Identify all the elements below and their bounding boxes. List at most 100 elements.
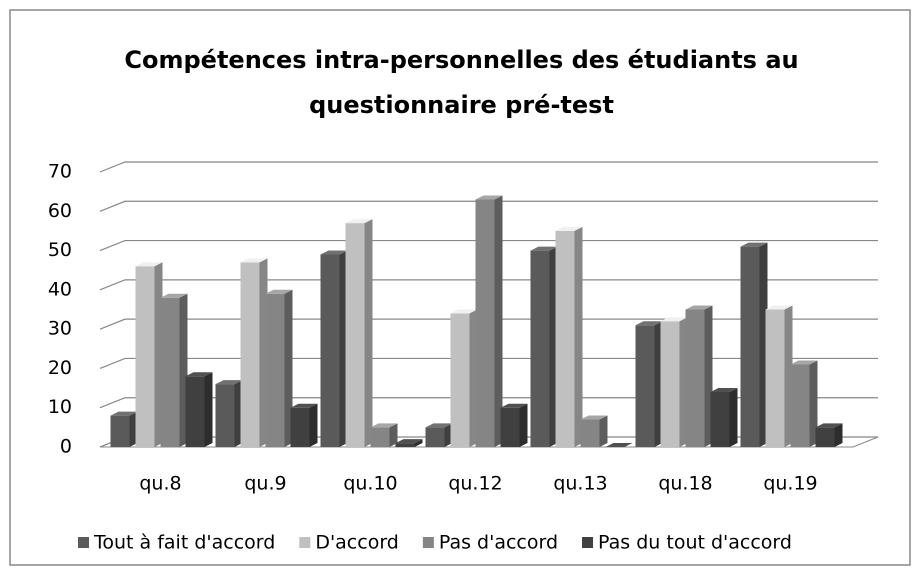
bar	[530, 246, 558, 447]
bar	[790, 360, 818, 447]
y-tick-label: 20	[48, 357, 72, 379]
legend-label: D'accord	[315, 532, 399, 554]
bar-face	[425, 423, 453, 428]
bar	[765, 305, 793, 447]
bar	[345, 219, 373, 447]
x-tick-label: qu.8	[139, 473, 181, 495]
y-tick-label: 40	[48, 278, 72, 300]
bar-face	[110, 415, 130, 447]
bar-face	[710, 392, 730, 447]
bar-face	[389, 423, 398, 447]
legend-label: Pas d'accord	[439, 532, 558, 554]
legend-label: Tout à fait d'accord	[93, 532, 275, 554]
y-tick-label: 60	[48, 200, 72, 222]
bar-face	[685, 309, 705, 447]
bar-face	[345, 223, 365, 447]
bar	[265, 289, 293, 447]
bar-face	[790, 364, 810, 447]
bar-face	[519, 403, 528, 447]
bar-face	[635, 321, 663, 326]
bar	[320, 250, 348, 447]
bar-face	[580, 415, 608, 420]
bar-face	[555, 226, 583, 231]
bar	[475, 195, 503, 447]
bar-face	[710, 388, 738, 392]
grid-line	[99, 200, 878, 212]
bar	[500, 403, 528, 447]
bar	[185, 372, 213, 447]
bar-face	[475, 195, 503, 200]
bar-face	[215, 380, 243, 385]
bar-face	[425, 427, 445, 447]
bar-face	[765, 309, 785, 447]
legend-swatch	[78, 537, 89, 548]
y-tick-label: 50	[48, 239, 72, 261]
bar-face	[580, 419, 600, 447]
x-tick-label: qu.9	[244, 473, 286, 495]
bar-face	[414, 439, 423, 447]
legend-swatch	[299, 537, 311, 548]
bar-face	[765, 305, 793, 310]
grid-line	[99, 357, 878, 369]
bar-face	[265, 293, 285, 447]
bar-face	[345, 219, 373, 224]
x-tick-label: qu.18	[658, 473, 712, 495]
bar-face	[290, 407, 310, 447]
bar-face	[265, 289, 293, 294]
bar-face	[494, 195, 503, 447]
bar	[425, 423, 453, 447]
bar-face	[635, 325, 655, 447]
bar-face	[320, 250, 348, 255]
bar-face	[364, 219, 373, 447]
bar-face	[320, 254, 340, 447]
legend-label: Pas du tout d'accord	[598, 532, 792, 554]
bar-face	[450, 313, 470, 447]
bar	[555, 226, 583, 447]
bar	[660, 317, 688, 447]
bar-face	[815, 427, 835, 447]
bar-face	[370, 427, 390, 447]
bar-face	[110, 411, 138, 416]
bar	[580, 415, 608, 447]
bar-face	[500, 407, 520, 447]
bar-face	[555, 230, 575, 447]
bar-face	[574, 226, 583, 447]
bar-face	[185, 376, 205, 447]
bar-face	[475, 199, 495, 447]
bar-face	[370, 423, 398, 428]
bar-face	[185, 372, 213, 377]
bar-face	[685, 305, 713, 310]
bar-face	[790, 360, 818, 365]
bar	[110, 411, 138, 447]
bar	[740, 242, 768, 447]
bar-face	[204, 372, 213, 447]
bar-face	[240, 262, 260, 447]
x-tick-label: qu.10	[343, 473, 397, 495]
y-tick-label: 70	[48, 161, 72, 183]
bar	[395, 439, 423, 447]
bar-face	[605, 443, 633, 447]
bar-face	[729, 388, 738, 447]
bar-face	[135, 262, 163, 267]
bar	[240, 258, 268, 447]
bar-face	[599, 415, 608, 447]
bar-face	[309, 403, 318, 447]
grid-line	[99, 397, 878, 409]
y-tick-label: 10	[48, 396, 72, 418]
bar-face	[530, 250, 550, 447]
grid-line	[99, 161, 878, 173]
x-tick-label: qu.12	[448, 473, 502, 495]
bar	[605, 443, 633, 447]
grid-line	[99, 318, 878, 330]
bar	[160, 293, 188, 447]
bar-face	[215, 384, 235, 447]
y-tick-label: 0	[60, 436, 72, 458]
bar-face	[290, 403, 318, 408]
bar	[290, 403, 318, 447]
bar	[710, 388, 738, 447]
chart-title: Compétences intra-personnelles des étudi…	[124, 46, 799, 119]
bar-face	[530, 246, 558, 251]
bar	[815, 423, 843, 447]
